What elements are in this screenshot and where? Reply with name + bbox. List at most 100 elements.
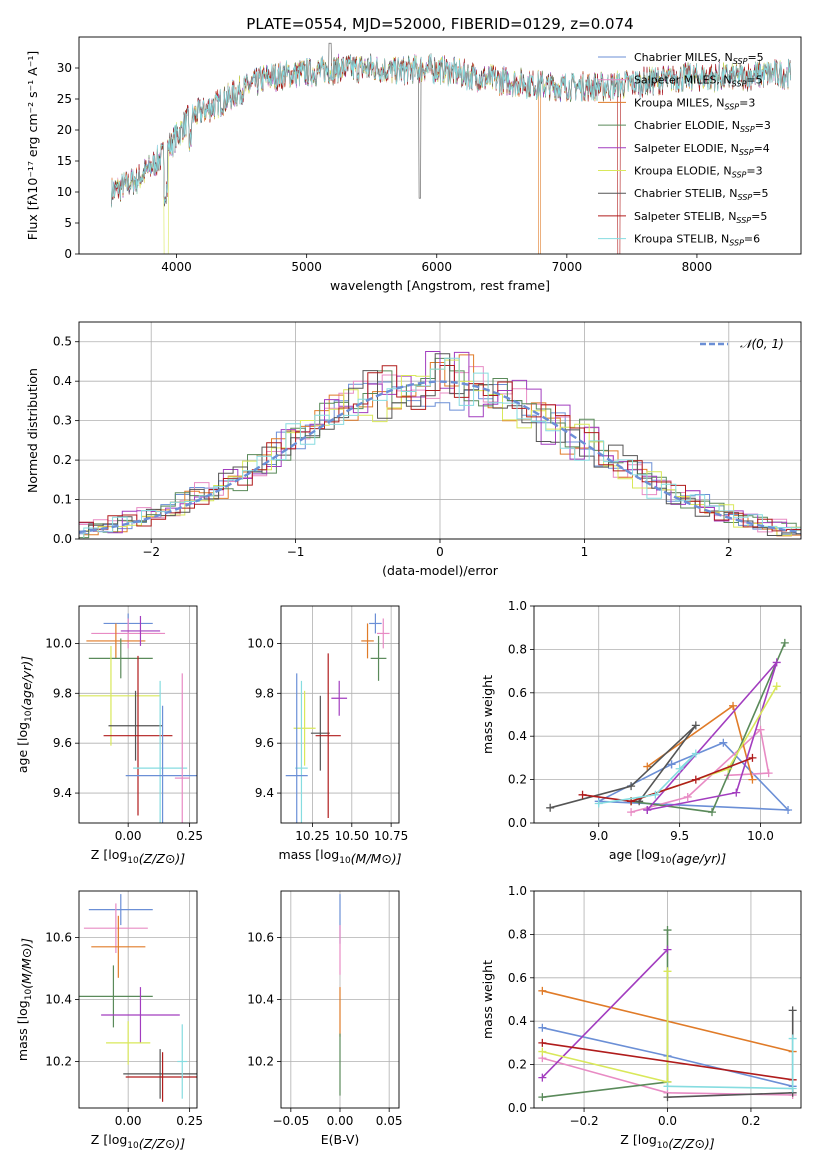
- histogram-kroupa-stelib: [83, 357, 801, 539]
- axes-frame: [280, 890, 400, 1109]
- data-marker: [788, 1006, 797, 1015]
- weight-line-chabrier-stelib: [549, 724, 697, 809]
- weight-line-chabrier-stelib: [667, 1010, 794, 1098]
- axes-frame: [280, 605, 400, 824]
- data-marker: [667, 760, 676, 769]
- y-axis-label: Flux [fλ10⁻¹⁷ erg cm⁻² s⁻¹ A⁻¹]: [25, 51, 40, 240]
- x-tick-label: 0.0: [658, 1114, 677, 1128]
- data-marker: [538, 1073, 547, 1082]
- data-marker: [546, 803, 555, 812]
- x-tick-label: 10.25: [295, 829, 329, 843]
- data-marker: [729, 701, 738, 710]
- data-marker: [719, 738, 728, 747]
- axes-frame: [78, 605, 198, 824]
- y-tick-label: 0.4: [508, 729, 527, 743]
- y-tick-label: 0.0: [508, 1101, 527, 1115]
- y-tick-label: 10.0: [247, 636, 274, 650]
- axes-frame: [533, 890, 802, 1109]
- y-tick-label: 5: [64, 216, 72, 230]
- plot-area: [538, 926, 797, 1102]
- data-marker: [663, 967, 672, 976]
- x-tick-label: −1: [287, 545, 305, 559]
- data-marker: [538, 1093, 547, 1102]
- x-tick-label: 6000: [421, 260, 452, 274]
- figure-title: PLATE=0554, MJD=52000, FIBERID=0129, z=0…: [246, 15, 633, 33]
- axes-frame: [533, 605, 802, 824]
- data-marker: [732, 788, 741, 797]
- y-tick-label: 20: [57, 123, 72, 137]
- y-tick-label: 0.2: [508, 773, 527, 787]
- data-marker: [780, 638, 789, 647]
- legend-label: 𝒩(0, 1): [740, 337, 784, 351]
- data-marker: [691, 721, 700, 730]
- x-axis-label: Z [log10(Z/Z⊙)]: [91, 1132, 186, 1151]
- y-tick-label: 9.6: [255, 736, 274, 750]
- panel-mass-vs-Z: 0.00 0.25 10.2 10.4 10.6 Z [log10(Z/Z⊙)] mass …: [15, 890, 203, 1151]
- x-tick-label: 7000: [552, 260, 583, 274]
- x-axis-label: E(B-V): [321, 1132, 360, 1147]
- x-axis-label: wavelength [Angstrom, rest frame]: [330, 278, 550, 293]
- plot-area: [79, 894, 197, 1102]
- y-axis-label: Normed distribution: [25, 368, 40, 493]
- axes-frame: [78, 36, 802, 255]
- y-tick-label: 0.4: [53, 374, 72, 388]
- y-tick-label: 0.1: [53, 493, 72, 507]
- panel-mass-vs-EBV: −0.05 0.00 0.05 10.2 10.4 10.6 E(B-V): [247, 890, 403, 1147]
- x-tick-label: 0.25: [176, 829, 203, 843]
- data-marker: [784, 805, 793, 814]
- data-marker: [756, 725, 765, 734]
- y-axis-label: age [log10(age/yr)]: [15, 656, 34, 773]
- data-marker: [708, 808, 716, 817]
- data-marker: [788, 1084, 797, 1093]
- data-marker: [748, 775, 757, 784]
- x-tick-label: 8000: [682, 260, 713, 274]
- x-tick-label: 5000: [291, 260, 322, 274]
- panel-residuals: −2 −1 0 1 2 0.0 0.1 0.2 0.3 0.4 0.5 (data-model)/er…: [25, 321, 802, 578]
- panel-weight-vs-Z: −0.2 0.0 0.2 0.0 0.2 0.4 0.6 0.8 1.0 Z [log10(Z/Z…: [480, 884, 802, 1151]
- panel-weight-vs-age: 9.0 9.5 10.0 0.0 0.2 0.4 0.6 0.8 1.0 age [log10(a…: [480, 599, 802, 866]
- data-marker: [627, 808, 636, 817]
- panel-age-vs-mass: 10.25 10.50 10.75 9.4 9.6 9.8 10.0 mass [log10(…: [247, 605, 408, 866]
- legend-label: Chabrier STELIB, NSSP=5: [634, 187, 768, 202]
- y-tick-label: 0.3: [53, 414, 72, 428]
- y-tick-label: 1.0: [508, 884, 527, 898]
- x-tick-label: 2: [725, 545, 733, 559]
- histogram-chabrier-miles: [79, 381, 801, 535]
- histogram-chabrier-stelib: [79, 353, 801, 536]
- y-tick-label: 1.0: [508, 599, 527, 613]
- x-tick-label: 0: [436, 545, 444, 559]
- x-axis-label: age [log10(age/yr)]: [609, 847, 726, 866]
- y-tick-label: 0.4: [508, 1014, 527, 1028]
- legend-label: Kroupa ELODIE, NSSP=3: [634, 165, 763, 180]
- legend-label: Kroupa MILES, NSSP=3: [634, 96, 755, 111]
- x-axis-label: Z [log10(Z/Z⊙)]: [91, 847, 186, 866]
- y-tick-label: 0.2: [508, 1058, 527, 1072]
- x-tick-label: 0.2: [741, 1114, 760, 1128]
- data-marker: [663, 1093, 672, 1102]
- plot-area: [111, 42, 791, 254]
- data-marker: [675, 764, 684, 773]
- y-tick-label: 0.0: [53, 532, 72, 546]
- x-tick-label: 1: [581, 545, 589, 559]
- y-tick-label: 10.4: [247, 993, 274, 1007]
- data-marker: [538, 986, 547, 995]
- y-tick-label: 15: [57, 154, 72, 168]
- weight-line-salpeter-elodie: [646, 661, 778, 811]
- axes-frame: [78, 890, 198, 1109]
- y-tick-label: 10.0: [45, 636, 72, 650]
- plot-area: [285, 613, 390, 823]
- y-tick-label: 30: [57, 61, 72, 75]
- x-axis-label: Z [log10(Z/Z⊙)]: [620, 1132, 715, 1151]
- x-tick-label: 0.00: [115, 1114, 142, 1128]
- weight-line-chabrier-elodie: [630, 642, 786, 813]
- y-tick-label: 0.8: [508, 642, 527, 656]
- y-tick-label: 10.2: [247, 1055, 274, 1069]
- x-tick-label: 0.05: [376, 1114, 403, 1128]
- data-marker: [643, 762, 652, 771]
- y-tick-label: 0.0: [508, 816, 527, 830]
- y-tick-label: 10.2: [45, 1055, 72, 1069]
- y-axis-label: mass weight: [480, 675, 495, 754]
- data-marker: [772, 658, 781, 667]
- x-tick-label: 10.75: [374, 829, 408, 843]
- y-tick-label: 9.8: [53, 686, 72, 700]
